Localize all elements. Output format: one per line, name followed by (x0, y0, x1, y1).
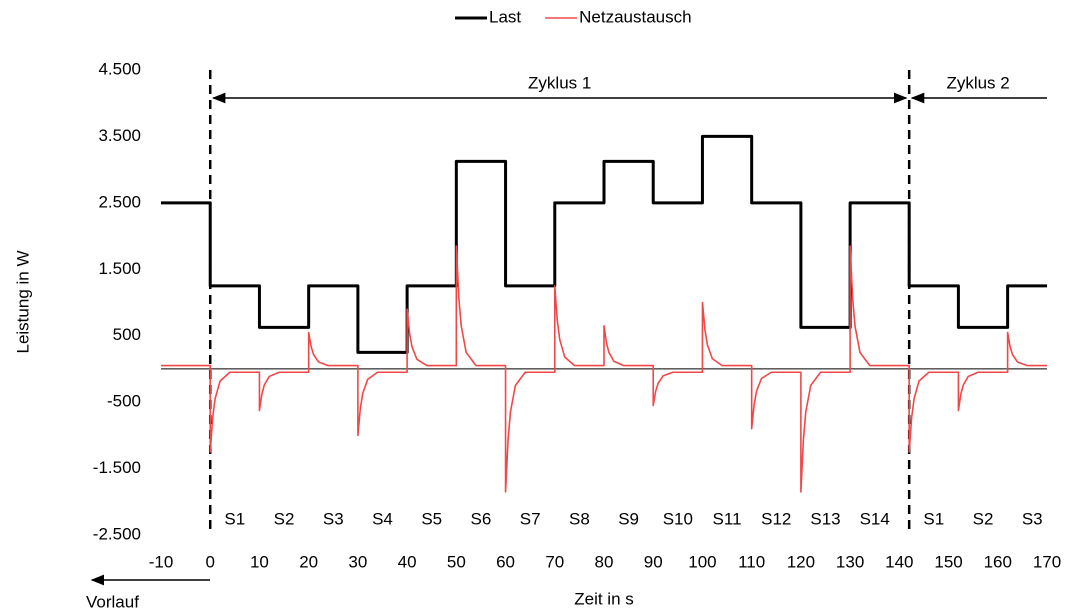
lead-in-label: Vorlauf (86, 592, 139, 611)
segment-label: S13 (810, 509, 840, 528)
y-tick-label: -500 (107, 392, 141, 411)
segment-label: S11 (713, 509, 742, 528)
segment-label: S8 (569, 509, 590, 528)
x-tick-label: 150 (934, 552, 962, 571)
x-tick-label: 40 (398, 552, 417, 571)
segment-label: S2 (274, 509, 295, 528)
x-tick-label: 50 (447, 552, 466, 571)
x-tick-label: 60 (496, 552, 515, 571)
series-line (161, 134, 1047, 354)
x-tick-label: 160 (984, 552, 1012, 571)
x-tick-label: 100 (688, 552, 716, 571)
x-tick-label: 80 (595, 552, 614, 571)
segment-label: S3 (323, 509, 344, 528)
segment-label: S1 (923, 509, 944, 528)
cycle-label: Zyklus 1 (528, 73, 591, 92)
series-line (161, 245, 1047, 493)
segment-label: S10 (663, 509, 693, 528)
segment-label: S7 (520, 509, 541, 528)
x-tick-label: 90 (644, 552, 663, 571)
x-tick-label: -10 (149, 552, 174, 571)
x-tick-label: 20 (299, 552, 318, 571)
x-tick-label: 170 (1033, 552, 1061, 571)
x-axis-label: Zeit in s (574, 589, 634, 608)
y-tick-label: 4.500 (98, 59, 141, 78)
x-tick-label: 30 (348, 552, 367, 571)
x-tick-label: 130 (836, 552, 864, 571)
x-tick-label: 0 (205, 552, 214, 571)
x-tick-label: 110 (738, 552, 765, 571)
x-tick-label: 10 (250, 552, 269, 571)
legend-label: Netzaustausch (579, 7, 691, 26)
x-tick-label: 140 (885, 552, 913, 571)
legend-label: Last (489, 7, 521, 26)
y-tick-label: 500 (113, 325, 141, 344)
y-tick-label: 1.500 (98, 259, 141, 278)
segment-label: S1 (224, 509, 245, 528)
segment-label: S12 (761, 509, 791, 528)
segment-label: S6 (471, 509, 492, 528)
segment-label: S2 (973, 509, 994, 528)
y-tick-label: 3.500 (98, 126, 141, 145)
y-axis-label: Leistung in W (13, 251, 32, 354)
segment-label: S3 (1022, 509, 1043, 528)
cycle-label: Zyklus 2 (946, 73, 1009, 92)
segment-label: S5 (421, 509, 442, 528)
segment-label: S9 (618, 509, 639, 528)
y-tick-label: -1.500 (93, 458, 141, 477)
x-tick-label: 70 (545, 552, 564, 571)
x-tick-label: 120 (787, 552, 815, 571)
segment-label: S4 (372, 509, 393, 528)
y-tick-label: 2.500 (98, 192, 141, 211)
segment-label: S14 (860, 509, 890, 528)
y-tick-label: -2.500 (93, 524, 141, 543)
